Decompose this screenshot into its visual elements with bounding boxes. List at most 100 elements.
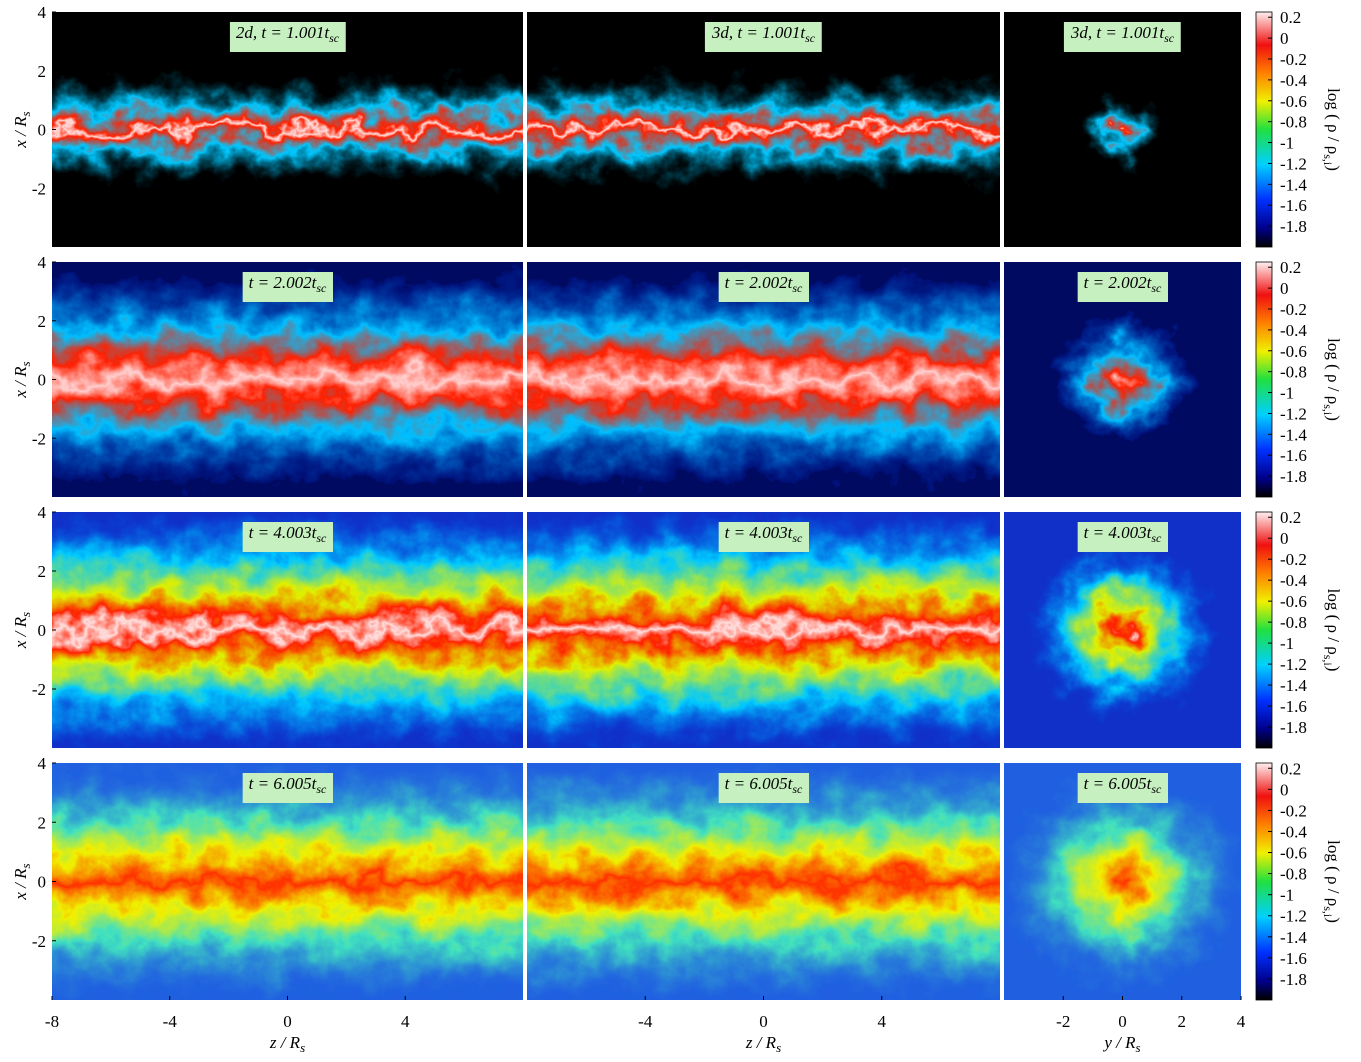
density-blob xyxy=(1028,545,1218,715)
colorbar-tick-label: -1.8 xyxy=(1280,467,1307,486)
y-tick-label: 2 xyxy=(38,62,47,81)
colorbar-label: log ( ρ / ρs,i) xyxy=(1321,338,1343,421)
panel-label-sub: sc xyxy=(792,281,803,295)
panel-label-sub: sc xyxy=(1151,531,1162,545)
y-axis-label: x / Rs xyxy=(11,361,33,398)
panel-label-sub: sc xyxy=(1151,281,1162,295)
colorbar-tick-label: -1 xyxy=(1280,134,1294,153)
colorbar-tick-label: -0.8 xyxy=(1280,613,1307,632)
panel-label: t = 6.005tsc xyxy=(249,774,327,796)
panel-label-sub: sc xyxy=(329,31,340,45)
colorbar-tick-label: -0.2 xyxy=(1280,550,1307,569)
y-tick-label: 0 xyxy=(38,121,47,140)
density-band xyxy=(12,77,563,183)
colorbar-tick-label: 0.2 xyxy=(1280,258,1301,277)
panel-label-sub: sc xyxy=(316,531,327,545)
colorbar-label-end: ) xyxy=(1324,165,1343,171)
y-axis-label-sub: s xyxy=(18,612,33,617)
y-tick-label: 2 xyxy=(38,312,47,331)
colorbar-tick-label: -0.4 xyxy=(1280,571,1307,590)
colorbar-tick-label: -1.2 xyxy=(1280,154,1307,173)
density-band xyxy=(487,280,1040,480)
x-tick-label: -4 xyxy=(638,1012,653,1031)
x-axis-label: y / Rs xyxy=(1102,1033,1140,1055)
panel-label-text: t = 6.005t xyxy=(1084,774,1153,793)
colorbar-tick-label: -1.6 xyxy=(1280,196,1307,215)
panel-label-text: t = 6.005t xyxy=(725,774,794,793)
colorbar-tick-label: -0.8 xyxy=(1280,113,1307,132)
y-tick-label: -2 xyxy=(32,179,46,198)
y-axis-label-text: x / R xyxy=(11,616,30,649)
y-axis-label-text: x / R xyxy=(11,116,30,149)
panel-label-text: t = 4.003t xyxy=(249,523,318,542)
colorbar-tick-label: -1.8 xyxy=(1280,718,1307,737)
x-axis-label-sub: s xyxy=(776,1040,781,1055)
colorbar-tick-label: -0.8 xyxy=(1280,865,1307,884)
x-axis-label: z / Rs xyxy=(269,1033,305,1055)
panel-label: t = 4.003tsc xyxy=(249,523,327,545)
colorbar-label-sub: s,i xyxy=(1321,906,1335,918)
y-tick-label: -2 xyxy=(32,932,46,951)
colorbar-tick-label: -1.6 xyxy=(1280,949,1307,968)
panel-label-text: 2d, t = 1.001t xyxy=(236,23,330,42)
colorbar-label-text: log ( ρ / ρ xyxy=(1324,840,1343,906)
panel-label-text: t = 4.003t xyxy=(1084,523,1153,542)
y-axis-label: x / Rs xyxy=(11,111,33,148)
colorbar-tick-label: -1.8 xyxy=(1280,970,1307,989)
colorbar-tick-label: 0.2 xyxy=(1280,8,1301,27)
colorbar-label-end: ) xyxy=(1324,666,1343,672)
panel-label-sub: sc xyxy=(792,782,803,796)
x-tick-label: 4 xyxy=(878,1012,887,1031)
x-tick-label: -2 xyxy=(1056,1012,1070,1031)
colorbar-tick-label: -1.2 xyxy=(1280,655,1307,674)
figure: 2d, t = 1.001tsc3d, t = 1.001tsc3d, t = … xyxy=(0,0,1361,1057)
y-tick-label: 4 xyxy=(38,3,47,22)
colorbar-tick-label: -1.4 xyxy=(1280,175,1307,194)
colorbar-tick-label: 0 xyxy=(1280,780,1289,799)
x-tick-label: 0 xyxy=(759,1012,768,1031)
colorbar xyxy=(1256,262,1272,497)
colorbar xyxy=(1256,12,1272,247)
colorbar-label-text: log ( ρ / ρ xyxy=(1324,88,1343,154)
colorbar-label-sub: s,i xyxy=(1321,154,1335,166)
colorbar-label-sub: s,i xyxy=(1321,404,1335,416)
colorbar-tick-label: -1.4 xyxy=(1280,676,1307,695)
panel-label-sub: sc xyxy=(316,281,327,295)
density-blob xyxy=(999,772,1245,990)
colorbar-tick-label: 0.2 xyxy=(1280,759,1301,778)
panel-label: t = 2.002tsc xyxy=(725,273,803,295)
colorbar-tick-label: -1.4 xyxy=(1280,928,1307,947)
density-blob xyxy=(1056,318,1189,440)
panel-label-text: 3d, t = 1.001t xyxy=(711,23,806,42)
y-tick-label: -2 xyxy=(32,680,46,699)
colorbar-tick-label: -0.4 xyxy=(1280,321,1307,340)
panel-label-text: t = 2.002t xyxy=(249,273,318,292)
y-tick-label: 4 xyxy=(38,754,47,773)
colorbar-tick-label: -0.6 xyxy=(1280,92,1307,111)
panel-label-sub: sc xyxy=(792,531,803,545)
x-tick-label: 0 xyxy=(1118,1012,1127,1031)
density-band xyxy=(12,280,563,480)
colorbar-tick-label: -0.6 xyxy=(1280,844,1307,863)
colorbar-tick-label: -1 xyxy=(1280,634,1294,653)
panel-label: 3d, t = 1.001tsc xyxy=(711,23,816,45)
panel-label: t = 4.003tsc xyxy=(725,523,803,545)
y-tick-label: -2 xyxy=(32,429,46,448)
panel-label-sub: sc xyxy=(805,31,816,45)
colorbar-tick-label: -0.6 xyxy=(1280,592,1307,611)
x-axis-label-sub: s xyxy=(1136,1040,1141,1055)
y-axis-label-sub: s xyxy=(18,863,33,868)
colorbar-tick-label: -1.2 xyxy=(1280,907,1307,926)
colorbar-tick-label: 0.2 xyxy=(1280,508,1301,527)
colorbar-label: log ( ρ / ρs,i) xyxy=(1321,589,1343,672)
y-axis-label-text: x / R xyxy=(11,868,30,901)
colorbar-tick-label: -1.6 xyxy=(1280,446,1307,465)
x-tick-label: 4 xyxy=(401,1012,410,1031)
x-tick-label: -8 xyxy=(45,1012,59,1031)
colorbar xyxy=(1256,763,1272,1000)
colorbar-tick-label: -0.8 xyxy=(1280,363,1307,382)
panel-label-text: t = 4.003t xyxy=(725,523,794,542)
y-axis-label-sub: s xyxy=(18,111,33,116)
x-axis-label-text: y / R xyxy=(1102,1033,1136,1052)
y-tick-label: 2 xyxy=(38,562,47,581)
